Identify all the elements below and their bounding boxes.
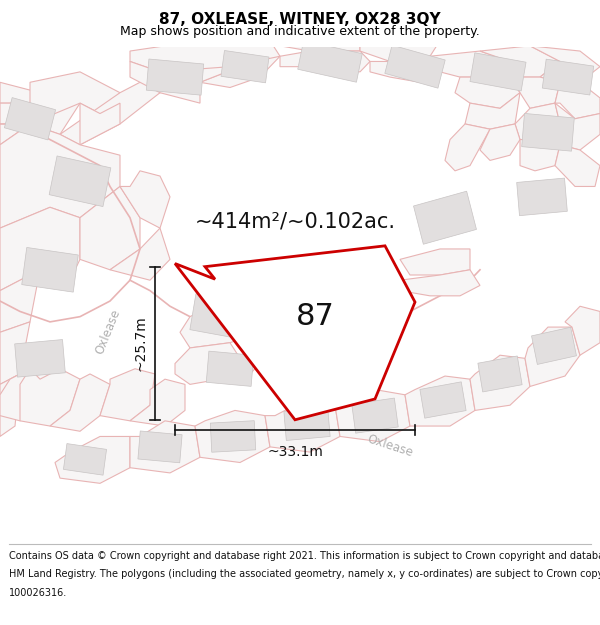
Polygon shape (400, 270, 480, 296)
Polygon shape (80, 186, 140, 270)
Polygon shape (160, 51, 240, 92)
Text: Oxlease: Oxlease (93, 307, 123, 356)
Polygon shape (80, 103, 120, 145)
Polygon shape (430, 51, 510, 77)
Polygon shape (190, 294, 250, 339)
Polygon shape (4, 98, 56, 140)
Polygon shape (515, 103, 560, 139)
Polygon shape (465, 92, 520, 129)
Text: ~33.1m: ~33.1m (267, 445, 323, 459)
Polygon shape (555, 82, 600, 119)
Polygon shape (265, 400, 340, 452)
Polygon shape (400, 249, 470, 275)
Polygon shape (0, 369, 50, 421)
Polygon shape (520, 139, 560, 171)
Polygon shape (175, 246, 415, 420)
Polygon shape (510, 77, 560, 108)
Polygon shape (130, 421, 200, 473)
Polygon shape (55, 436, 130, 483)
Polygon shape (0, 208, 80, 291)
Text: HM Land Registry. The polygons (including the associated geometry, namely x, y c: HM Land Registry. The polygons (includin… (9, 569, 600, 579)
Polygon shape (530, 46, 600, 82)
Polygon shape (280, 51, 370, 72)
Polygon shape (565, 306, 600, 355)
Polygon shape (478, 356, 522, 392)
Polygon shape (470, 355, 530, 411)
Polygon shape (100, 369, 155, 421)
Text: 87: 87 (296, 302, 334, 331)
Polygon shape (555, 103, 600, 150)
Polygon shape (200, 51, 280, 88)
Polygon shape (206, 351, 254, 386)
Polygon shape (455, 77, 520, 108)
Text: Map shows position and indicative extent of the property.: Map shows position and indicative extent… (120, 26, 480, 39)
Polygon shape (352, 398, 398, 433)
Text: 87, OXLEASE, WITNEY, OX28 3QY: 87, OXLEASE, WITNEY, OX28 3QY (159, 12, 441, 27)
Text: ~25.7m: ~25.7m (133, 316, 147, 371)
Polygon shape (298, 41, 362, 82)
Polygon shape (130, 41, 280, 72)
Polygon shape (0, 322, 30, 384)
Polygon shape (480, 124, 520, 161)
Polygon shape (110, 228, 170, 280)
Polygon shape (270, 30, 360, 51)
Polygon shape (0, 124, 120, 228)
Polygon shape (130, 379, 185, 426)
Polygon shape (360, 30, 440, 61)
Polygon shape (49, 156, 111, 207)
Polygon shape (405, 376, 475, 426)
Polygon shape (555, 145, 600, 186)
Polygon shape (0, 270, 40, 332)
Polygon shape (0, 103, 30, 145)
Polygon shape (0, 82, 80, 134)
Polygon shape (445, 124, 490, 171)
Polygon shape (335, 389, 410, 442)
Polygon shape (221, 51, 269, 83)
Polygon shape (220, 332, 270, 379)
Polygon shape (210, 421, 256, 452)
Polygon shape (138, 431, 182, 462)
Polygon shape (413, 191, 476, 244)
Polygon shape (470, 52, 526, 91)
Polygon shape (50, 374, 110, 431)
Polygon shape (60, 72, 160, 145)
Polygon shape (420, 382, 466, 418)
Polygon shape (14, 339, 65, 377)
Text: Oxlease: Oxlease (365, 432, 415, 459)
Polygon shape (20, 369, 80, 426)
Polygon shape (175, 342, 240, 384)
Text: 100026316.: 100026316. (9, 588, 67, 598)
Polygon shape (146, 59, 204, 95)
Polygon shape (0, 374, 20, 436)
Polygon shape (284, 408, 330, 441)
Polygon shape (30, 72, 120, 124)
Polygon shape (370, 56, 440, 82)
Polygon shape (22, 248, 78, 292)
Polygon shape (180, 296, 270, 348)
Polygon shape (525, 327, 580, 386)
Polygon shape (542, 59, 594, 95)
Text: ~414m²/~0.102ac.: ~414m²/~0.102ac. (195, 212, 396, 232)
Polygon shape (120, 171, 170, 228)
Polygon shape (64, 444, 107, 475)
Polygon shape (195, 411, 270, 462)
Polygon shape (522, 113, 574, 151)
Polygon shape (130, 61, 200, 103)
Polygon shape (480, 46, 560, 77)
Polygon shape (517, 178, 568, 216)
Text: Contains OS data © Crown copyright and database right 2021. This information is : Contains OS data © Crown copyright and d… (9, 551, 600, 561)
Polygon shape (200, 51, 240, 82)
Polygon shape (532, 328, 577, 364)
Polygon shape (385, 45, 445, 88)
